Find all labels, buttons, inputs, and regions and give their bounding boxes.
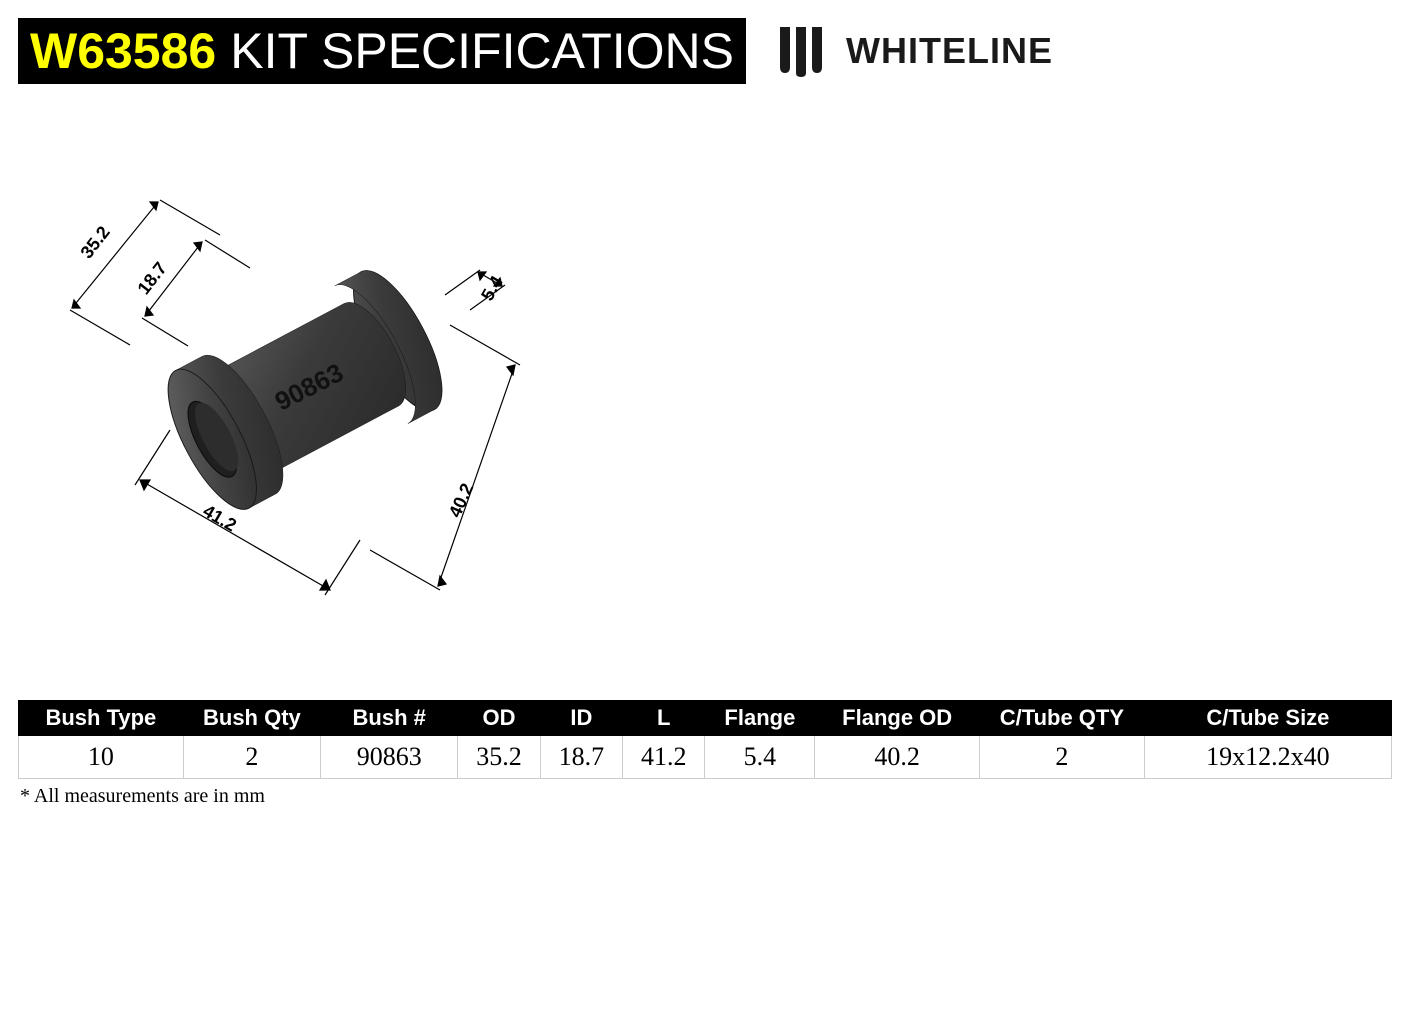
title-text: KIT SPECIFICATIONS (230, 22, 734, 80)
spec-table-wrap: Bush TypeBush QtyBush #ODIDLFlangeFlange… (18, 700, 1392, 808)
table-header-cell: Bush Qty (183, 701, 320, 736)
table-header-cell: Bush # (321, 701, 458, 736)
brand-icon (776, 25, 832, 77)
page-header: W63586 KIT SPECIFICATIONS WHITELINE (0, 0, 1410, 84)
table-header-cell: L (623, 701, 705, 736)
brand-logo: WHITELINE (776, 25, 1053, 77)
table-header-cell: OD (458, 701, 540, 736)
table-header-row: Bush TypeBush QtyBush #ODIDLFlangeFlange… (19, 701, 1392, 736)
part-diagram: 90863 (50, 170, 580, 610)
table-cell: 40.2 (815, 736, 980, 779)
table-cell: 5.4 (705, 736, 815, 779)
table-header-cell: Bush Type (19, 701, 184, 736)
table-cell: 10 (19, 736, 184, 779)
table-cell: 19x12.2x40 (1144, 736, 1391, 779)
table-header-cell: C/Tube QTY (980, 701, 1145, 736)
table-header-cell: Flange (705, 701, 815, 736)
table-cell: 35.2 (458, 736, 540, 779)
title-box: W63586 KIT SPECIFICATIONS (18, 18, 746, 84)
table-header-cell: Flange OD (815, 701, 980, 736)
table-footnote: * All measurements are in mm (18, 785, 1392, 808)
table-cell: 18.7 (540, 736, 622, 779)
table-cell: 2 (980, 736, 1145, 779)
table-header-cell: C/Tube Size (1144, 701, 1391, 736)
table-row: 1029086335.218.741.25.440.2219x12.2x40 (19, 736, 1392, 779)
table-cell: 2 (183, 736, 320, 779)
brand-name: WHITELINE (846, 30, 1053, 72)
bushing-diagram-svg: 90863 (50, 170, 580, 610)
table-header-cell: ID (540, 701, 622, 736)
table-cell: 41.2 (623, 736, 705, 779)
spec-table: Bush TypeBush QtyBush #ODIDLFlangeFlange… (18, 700, 1392, 779)
sku-text: W63586 (30, 22, 216, 80)
table-cell: 90863 (321, 736, 458, 779)
